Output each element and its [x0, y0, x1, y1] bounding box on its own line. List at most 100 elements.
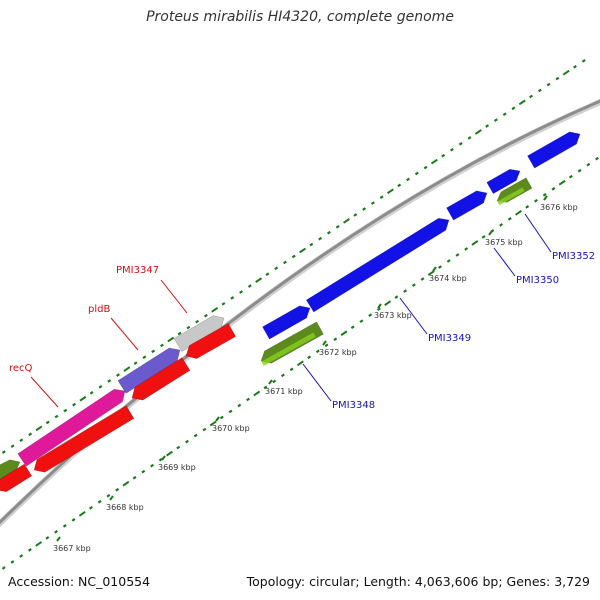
- genome-summary-text: Topology: circular; Length: 4,063,606 bp…: [246, 574, 590, 589]
- outer-track-dot: [423, 165, 428, 170]
- outer-track-dot: [291, 254, 296, 259]
- inner-track-dot: [166, 450, 173, 457]
- outer-track-dot: [562, 69, 570, 76]
- inner-track-dot: [289, 367, 294, 372]
- tick-label: 3675 kbp: [485, 238, 523, 247]
- gene-features: [0, 131, 581, 493]
- tick-label: 3674 kbp: [429, 274, 467, 283]
- gene-red-1: [0, 463, 33, 493]
- gene-pmi3352-highlight: [497, 187, 525, 206]
- inner-track-dot: [403, 289, 408, 293]
- inner-track-dot: [35, 541, 43, 547]
- inner-track-dot: [471, 240, 479, 246]
- leader-line: [524, 213, 552, 253]
- inner-track-dot: [551, 186, 556, 191]
- outer-track-dot: [458, 142, 463, 146]
- gene-red-3: [131, 357, 191, 401]
- accession-text: Accession: NC_010554: [8, 574, 151, 589]
- gene-pmi3352: [496, 177, 533, 203]
- tick-mark: [543, 195, 548, 201]
- outer-track-dot: [493, 118, 498, 122]
- gene-label: PMI3348: [332, 400, 375, 411]
- inner-track-dot: [324, 343, 329, 348]
- leader-line: [302, 363, 332, 402]
- outer-track-dot: [123, 366, 131, 372]
- inner-track-dot: [515, 210, 522, 216]
- inner-track-dot: [27, 548, 32, 552]
- label-leader-lines: [30, 213, 552, 408]
- inner-track-dot: [122, 480, 130, 487]
- inner-track-dot: [446, 259, 451, 263]
- outer-track-dot: [555, 76, 560, 81]
- gene-label: PMI3349: [428, 333, 471, 344]
- tick-label: 3667 kbp: [53, 544, 91, 553]
- tick-mark: [268, 379, 273, 385]
- outer-track-dot: [35, 425, 43, 432]
- outer-track-dot: [318, 236, 323, 241]
- inner-track-dot: [455, 253, 460, 257]
- inner-track-dot: [272, 379, 277, 384]
- outer-track-dot: [414, 171, 419, 176]
- outer-track-dot: [335, 225, 340, 229]
- inner-track-dot: [115, 487, 120, 492]
- gene-red-4: [185, 323, 237, 359]
- inner-track-dot: [10, 560, 15, 564]
- outer-track-dot: [54, 414, 59, 419]
- outer-track-dot: [474, 129, 482, 135]
- outer-track-dot: [133, 361, 138, 365]
- tick-label: 3669 kbp: [158, 463, 196, 472]
- inner-track-dot: [359, 319, 364, 324]
- inner-track-dot: [525, 205, 530, 209]
- gene-blue-3: [446, 190, 488, 221]
- inner-track-dot: [78, 510, 86, 517]
- outer-track-dot: [63, 408, 68, 413]
- outer-track-dot: [511, 106, 516, 111]
- inner-track-dot: [219, 415, 224, 420]
- leader-line: [399, 297, 428, 335]
- gene-pmi3348: [260, 321, 324, 364]
- leader-line: [493, 247, 516, 277]
- inner-track-dot: [586, 162, 591, 167]
- outer-track-dot: [239, 290, 243, 294]
- outer-track-dot: [45, 420, 50, 425]
- gene-label: PMI3352: [552, 251, 595, 262]
- inner-track-dot: [237, 403, 242, 408]
- inner-track-dot: [499, 223, 503, 227]
- inner-track-dot: [534, 198, 538, 203]
- outer-track-dot: [116, 373, 120, 377]
- tick-mark: [215, 416, 220, 422]
- inner-track-dot: [464, 247, 469, 251]
- leader-line: [110, 317, 139, 351]
- outer-track-dot: [299, 247, 307, 254]
- outer-track-dot: [467, 136, 472, 140]
- inner-track-dot: [296, 360, 304, 367]
- inner-track-dot: [315, 349, 320, 354]
- outer-track-dot: [430, 158, 438, 165]
- inner-track-dot: [1, 566, 6, 570]
- tick-mark: [377, 303, 382, 309]
- inner-track-dot: [577, 168, 582, 173]
- gene-pmi3350: [486, 168, 521, 195]
- leader-line: [160, 279, 188, 314]
- inner-track-dot: [54, 530, 59, 534]
- tick-label: 3671 kbp: [265, 387, 303, 396]
- tick-labels: 3667 kbp 3668 kbp 3669 kbp 3670 kbp 3671 kbp…: [53, 195, 578, 553]
- inner-track-dot: [202, 427, 207, 432]
- inner-track-dot: [62, 524, 67, 528]
- inner-track-dot: [176, 445, 181, 450]
- inner-track-dot: [507, 217, 512, 221]
- inner-track-dot: [45, 536, 50, 540]
- tick-label: 3676 kbp: [540, 203, 578, 212]
- inner-track-dot: [376, 307, 381, 311]
- inner-track-dot: [411, 283, 416, 287]
- outer-track-dot: [406, 177, 410, 182]
- inner-track-dot: [97, 499, 102, 504]
- inner-track-dot: [333, 337, 338, 342]
- outer-track-dot: [518, 99, 526, 106]
- outer-track-dot: [343, 218, 350, 224]
- inner-track-dot: [228, 409, 233, 414]
- inner-track-dot: [209, 420, 217, 427]
- inner-track-dot: [71, 518, 76, 522]
- gene-recq: [17, 388, 126, 467]
- outer-track-dot: [98, 385, 103, 389]
